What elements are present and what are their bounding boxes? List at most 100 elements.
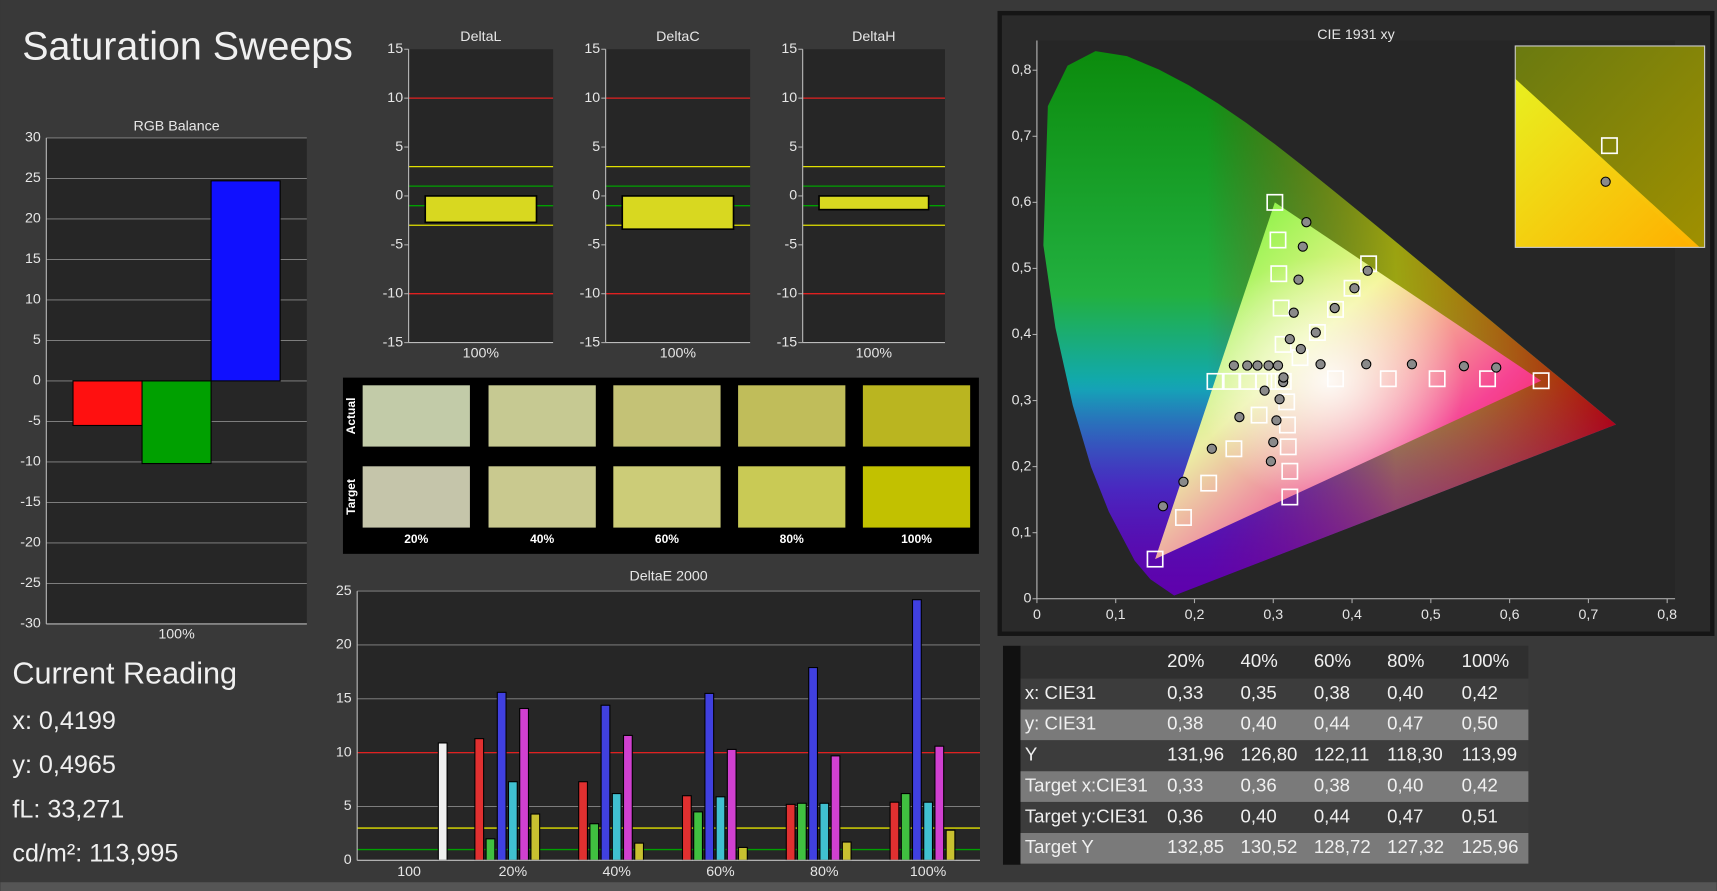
table-header: 20%: [1167, 650, 1204, 671]
y-tick-label: -5: [588, 237, 601, 253]
y-tick-label: 15: [336, 691, 352, 707]
target-point: [1174, 509, 1192, 526]
bar: [519, 707, 530, 861]
table-row-bg: [1020, 832, 1529, 864]
bar: [507, 781, 518, 861]
measured-point: [1329, 302, 1340, 314]
bar: [934, 745, 945, 861]
y-tick-label: -10: [383, 285, 404, 301]
bar: [600, 704, 611, 861]
bar: [808, 667, 819, 861]
table-cell: 113,99: [1462, 744, 1518, 765]
measured-point: [1310, 327, 1321, 338]
measured-point: [1458, 361, 1470, 372]
table-cell: 0,38: [1167, 713, 1203, 734]
table-cell: 0,36: [1241, 774, 1277, 795]
y-tick-label: 5: [395, 139, 403, 155]
table-row-bg: [1020, 709, 1529, 741]
y-tick-label: -25: [20, 575, 41, 591]
bar: [889, 801, 900, 861]
y-tick-label: 10: [336, 744, 352, 760]
y-tick-label: 0: [33, 373, 41, 389]
x-tick-label: 0,4: [1342, 607, 1362, 623]
y-tick-label: 0: [395, 188, 403, 204]
table-cell: 0,51: [1462, 805, 1498, 826]
chart-title: RGB Balance: [133, 119, 219, 135]
table-cell: 127,32: [1387, 836, 1444, 857]
zoom-marks: [1600, 137, 1618, 187]
table-cell: 122,11: [1314, 744, 1370, 765]
table-cell: 0,42: [1462, 774, 1498, 795]
target-point: [1281, 488, 1299, 506]
y-tick-label: 0: [344, 852, 352, 868]
bar: [621, 195, 735, 230]
bar: [737, 846, 748, 861]
swatch-target: [362, 466, 470, 528]
table-header: 60%: [1314, 650, 1351, 671]
swatch-actual: [738, 385, 846, 447]
table-row-bg: [1020, 740, 1529, 772]
bar: [796, 802, 807, 861]
y-tick-label: 0,4: [1012, 326, 1032, 342]
x-tick-label: 0,7: [1579, 607, 1599, 623]
y-tick-label: 5: [592, 139, 600, 155]
swatch-target: [613, 466, 721, 528]
page-title: Saturation Sweeps: [22, 25, 353, 69]
y-tick-label: 5: [344, 798, 352, 814]
table-cell: 0,38: [1314, 682, 1350, 703]
x-tick-label: 0,6: [1500, 607, 1520, 623]
target-point: [1225, 440, 1243, 458]
gamut-white: [1155, 202, 1542, 560]
measured-point: [1268, 437, 1279, 448]
table-header: 40%: [1241, 650, 1278, 671]
y-tick-label: 30: [25, 130, 41, 146]
bar: [923, 801, 934, 861]
measured-point: [1284, 333, 1295, 345]
y-tick-label: 0: [789, 188, 797, 204]
y-tick-label: -5: [390, 237, 403, 253]
table-cell: 118,30: [1387, 744, 1443, 765]
table-row-bg: [1020, 678, 1529, 710]
target-point: [1266, 193, 1284, 211]
table-cell: 0,40: [1241, 713, 1277, 734]
bar: [474, 738, 485, 861]
measured-point: [1234, 411, 1245, 423]
table-cell: Target x:CIE31: [1025, 774, 1148, 795]
y-tick-label: -15: [383, 334, 404, 350]
swatch-row-label: Actual: [344, 398, 358, 435]
table-cell: 0,50: [1462, 713, 1498, 734]
y-tick-label: -15: [20, 494, 41, 510]
target-point: [1343, 279, 1361, 297]
y-tick-label: 10: [781, 90, 797, 106]
y-tick-label: 15: [387, 41, 403, 57]
swatch-actual: [862, 385, 971, 447]
table-cell: 132,85: [1167, 836, 1224, 857]
measured-point: [1362, 265, 1373, 276]
measured-point: [1263, 360, 1274, 371]
y-tick-label: 20: [25, 211, 41, 227]
chart-title: DeltaE 2000: [629, 569, 707, 585]
measured-point: [1206, 443, 1217, 454]
swatch-label: 100%: [901, 532, 932, 546]
y-tick-label: 10: [584, 90, 600, 106]
measured-point: [1265, 456, 1277, 467]
table-cell: 0,40: [1387, 682, 1423, 703]
y-tick-label: -15: [777, 334, 798, 350]
y-tick-label: -15: [580, 334, 601, 350]
bar: [818, 195, 930, 211]
y-tick-label: 15: [25, 251, 41, 267]
table-cell: 0,38: [1314, 774, 1350, 795]
swatch-target: [738, 466, 846, 528]
table-cell: Y: [1025, 744, 1037, 765]
measured-point: [1315, 359, 1326, 370]
table-cell: Target Y: [1025, 836, 1094, 857]
table-cell: 130,52: [1241, 836, 1298, 857]
table-cell: 0,44: [1314, 805, 1350, 826]
measured-point: [1301, 217, 1312, 228]
target-point: [1278, 416, 1296, 434]
table-row-bg: [1020, 802, 1529, 833]
measured-point: [1157, 501, 1169, 512]
y-tick-label: 0,8: [1012, 62, 1032, 78]
table-cell: 0,42: [1462, 682, 1498, 703]
bar: [819, 802, 830, 861]
